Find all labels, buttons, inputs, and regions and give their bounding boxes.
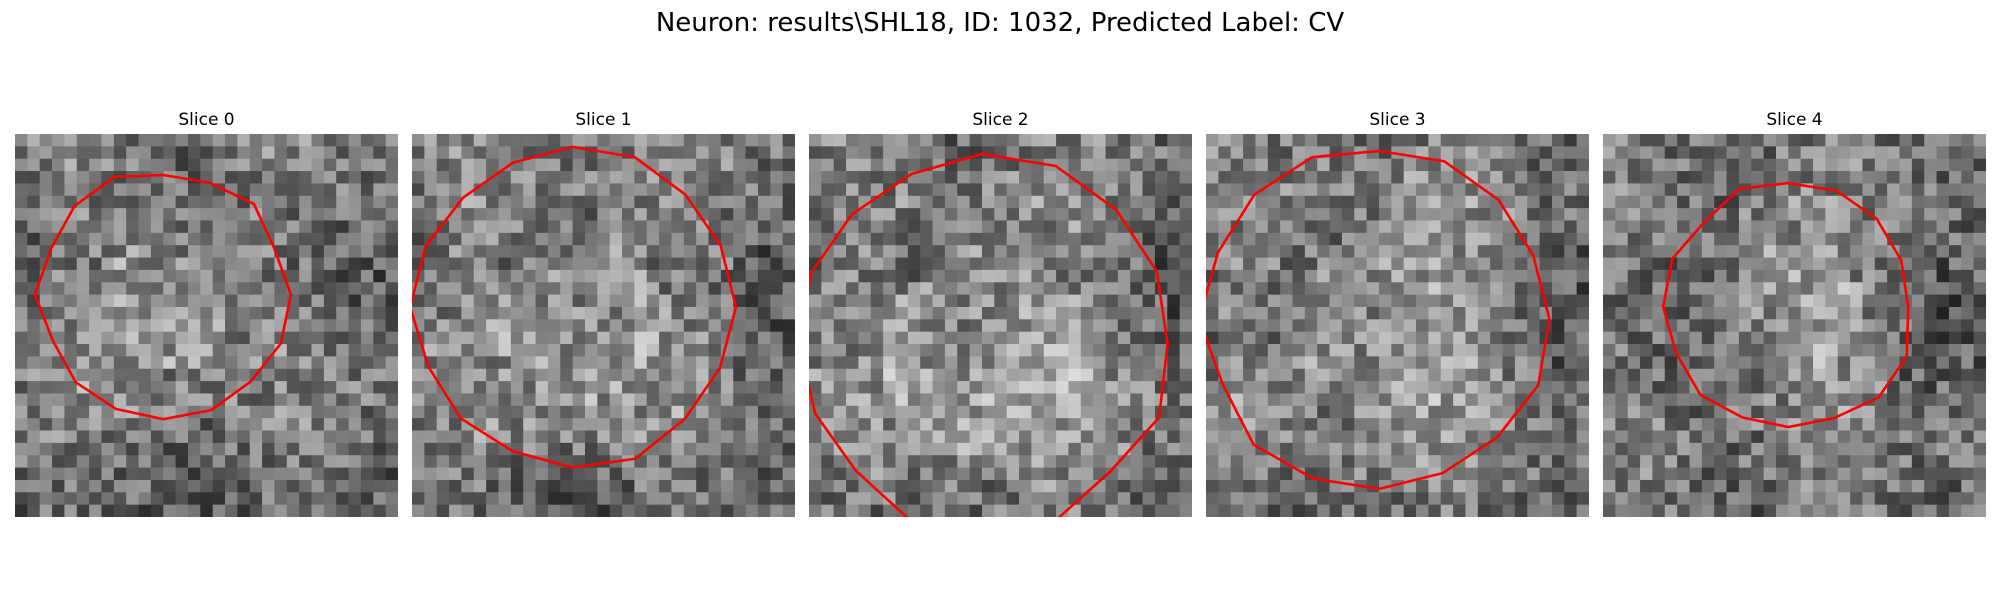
- slice-panel-3: Slice 3: [1206, 108, 1589, 517]
- slice-title: Slice 0: [178, 110, 235, 130]
- slice-image: [809, 134, 1192, 517]
- roi-contour: [412, 145, 738, 469]
- roi-contour: [809, 152, 1169, 517]
- slice-title: Slice 1: [575, 110, 632, 130]
- slice-title: Slice 4: [1766, 110, 1823, 130]
- slice-image: [15, 134, 398, 517]
- roi-contour: [1661, 181, 1910, 429]
- slice-panel-1: Slice 1: [412, 108, 795, 517]
- slice-panel-0: Slice 0: [15, 108, 398, 517]
- roi-contour: [33, 173, 293, 421]
- slice-title: Slice 2: [972, 110, 1029, 130]
- slice-image: [1603, 134, 1986, 517]
- slice-panel-4: Slice 4: [1603, 108, 1986, 517]
- figure-title: Neuron: results\SHL18, ID: 1032, Predict…: [655, 8, 1345, 38]
- roi-contour: [1206, 149, 1551, 491]
- slice-panel-2: Slice 2: [809, 108, 1192, 517]
- slice-title: Slice 3: [1369, 110, 1426, 130]
- slice-image: [1206, 134, 1589, 517]
- slice-image: [412, 134, 795, 517]
